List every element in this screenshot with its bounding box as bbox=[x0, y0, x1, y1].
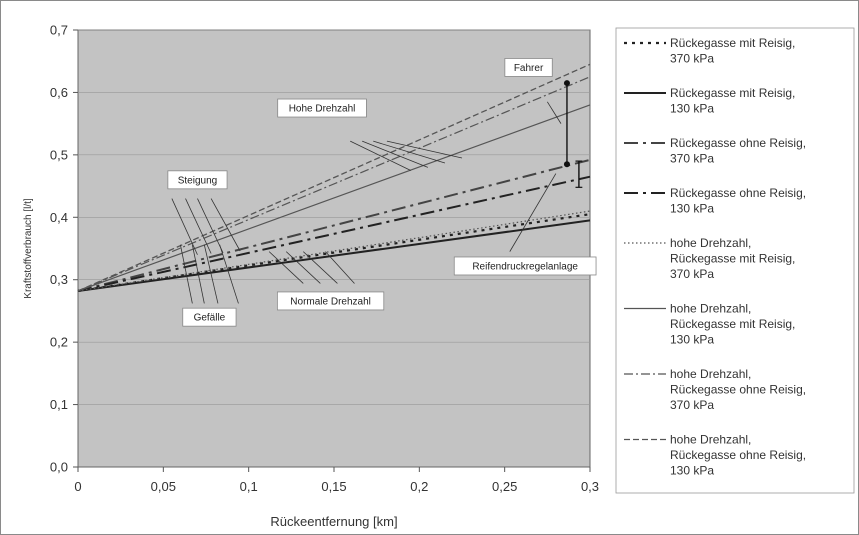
annotation-label: Normale Drehzahl bbox=[290, 296, 371, 307]
legend-label: hohe Drehzahl, Rückegasse ohne Reisig, 130… bbox=[670, 433, 806, 478]
legend-entry: hohe Drehzahl, Rückegasse mit Reisig, 130 … bbox=[624, 302, 795, 347]
leader-line bbox=[203, 244, 219, 304]
annotation: Reifendruckregelanlage bbox=[453, 256, 597, 276]
legend-entry: Rückegasse mit Reisig, 130 kPa bbox=[624, 86, 795, 116]
y-tick-label: 0,2 bbox=[50, 335, 68, 350]
annotation-box bbox=[453, 256, 597, 276]
x-tick-label: 0,25 bbox=[492, 479, 517, 494]
legend-entry: hohe Drehzahl, Rückegasse ohne Reisig, 130… bbox=[624, 433, 806, 478]
annotation-box bbox=[167, 170, 228, 190]
legend-entry: Rückegasse ohne Reisig, 130 kPa bbox=[624, 186, 806, 216]
annotation-box bbox=[277, 98, 367, 118]
series-line-3 bbox=[77, 158, 591, 292]
legend-entry: Rückegasse ohne Reisig, 370 kPa bbox=[624, 136, 806, 166]
legend-label: hohe Drehzahl, Rückegasse mit Reisig, 130 … bbox=[670, 302, 795, 347]
leader-line bbox=[197, 198, 224, 254]
legend-entry: hohe Drehzahl, Rückegasse mit Reisig, 370 … bbox=[624, 236, 795, 281]
leader-line bbox=[185, 198, 212, 254]
legend-label: hohe Drehzahl, Rückegasse mit Reisig, 370 … bbox=[670, 236, 795, 281]
annotation: Normale Drehzahl bbox=[276, 291, 385, 311]
series-line-6 bbox=[77, 104, 591, 292]
legend-label: Rückegasse mit Reisig, 130 kPa bbox=[670, 86, 795, 116]
annotation-label: Gefälle bbox=[194, 313, 226, 324]
leader-line bbox=[350, 140, 411, 171]
leader-line bbox=[362, 140, 429, 168]
series-line-8 bbox=[77, 63, 591, 292]
annotation-label: Reifendruckregelanlage bbox=[472, 261, 578, 272]
leader-line bbox=[268, 251, 304, 284]
y-tick-label: 0,1 bbox=[50, 397, 68, 412]
y-tick-label: 0,4 bbox=[50, 210, 68, 225]
annotation-box bbox=[182, 307, 237, 327]
annotation-label: Fahrer bbox=[514, 63, 544, 74]
annotation: Fahrer bbox=[504, 58, 553, 77]
x-tick-label: 0,15 bbox=[321, 479, 346, 494]
annotation-label: Steigung bbox=[178, 175, 217, 186]
series-line-1 bbox=[77, 213, 591, 293]
driver-arrow-dot bbox=[563, 161, 570, 168]
annotation: Hohe Drehzahl bbox=[277, 98, 367, 118]
series-line-4 bbox=[77, 175, 591, 292]
annotation: Steigung bbox=[167, 170, 228, 190]
leader-line bbox=[546, 101, 562, 124]
legend-box bbox=[615, 27, 855, 494]
annotation-box bbox=[276, 291, 385, 311]
y-tick-label: 0,3 bbox=[50, 272, 68, 287]
plot-area bbox=[77, 29, 591, 468]
leader-line bbox=[386, 140, 463, 159]
annotation-label: Hohe Drehzahl bbox=[289, 104, 356, 115]
legend-entry: Rückegasse mit Reisig, 370 kPa bbox=[624, 36, 795, 66]
y-tick-label: 0,5 bbox=[50, 147, 68, 162]
x-axis-title: Rückeentfernung [km] bbox=[270, 514, 397, 529]
annotation-box bbox=[504, 58, 553, 77]
legend-label: Rückegasse ohne Reisig, 130 kPa bbox=[670, 186, 806, 216]
driver-arrow-dot bbox=[563, 80, 570, 87]
legend-label: Rückegasse mit Reisig, 370 kPa bbox=[670, 36, 795, 66]
x-tick-label: 0,05 bbox=[151, 479, 176, 494]
y-tick-label: 0,7 bbox=[50, 23, 68, 38]
leader-line bbox=[180, 244, 193, 304]
y-tick-label: 0,0 bbox=[50, 460, 68, 475]
leader-line bbox=[171, 198, 198, 255]
leader-line bbox=[303, 251, 338, 284]
leader-line bbox=[325, 251, 355, 284]
x-tick-label: 0 bbox=[74, 479, 81, 494]
leader-line bbox=[509, 173, 557, 252]
legend-entry: hohe Drehzahl, Rückegasse ohne Reisig, 370… bbox=[624, 367, 806, 412]
annotation: Gefälle bbox=[182, 307, 237, 327]
leader-line bbox=[191, 244, 205, 304]
leader-line bbox=[373, 140, 446, 164]
legend-label: Rückegasse ohne Reisig, 370 kPa bbox=[670, 136, 806, 166]
leader-line bbox=[210, 198, 241, 252]
series-line-7 bbox=[77, 76, 591, 292]
x-tick-label: 0,3 bbox=[581, 479, 599, 494]
legend-label: hohe Drehzahl, Rückegasse ohne Reisig, 370… bbox=[670, 367, 806, 412]
x-tick-label: 0,1 bbox=[240, 479, 258, 494]
series-line-2 bbox=[77, 219, 591, 292]
y-tick-label: 0,6 bbox=[50, 85, 68, 100]
y-axis-title: Kraftstoffverbrauch [l/t] bbox=[23, 198, 34, 299]
x-tick-label: 0,2 bbox=[410, 479, 428, 494]
leader-line bbox=[219, 244, 239, 304]
leader-line bbox=[285, 251, 321, 284]
